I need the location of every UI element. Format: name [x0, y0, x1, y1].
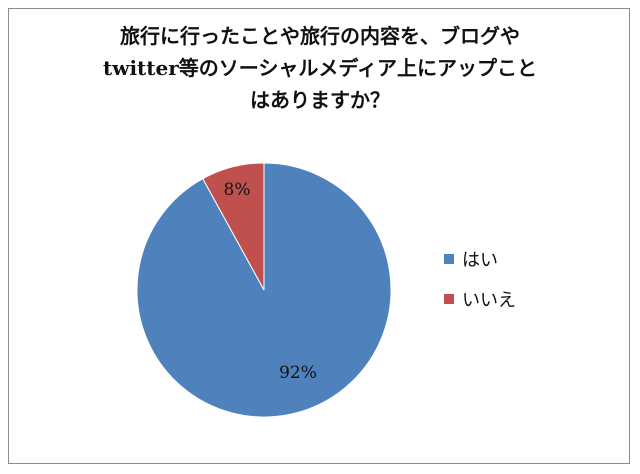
- legend-item-no: いいえ: [444, 284, 516, 314]
- legend-label-yes: はい: [462, 250, 498, 271]
- legend: はい いいえ: [444, 244, 516, 324]
- legend-item-yes: はい: [444, 244, 516, 274]
- data-label-no: 8%: [224, 180, 251, 200]
- chart-title-line-2: twitter等のソーシャルメディア上にアップこと: [103, 56, 537, 80]
- pie-slice-no: [202, 162, 265, 291]
- legend-swatch-yes: [444, 254, 454, 264]
- legend-swatch-no: [444, 294, 454, 304]
- chart-title: 旅行に行ったことや旅行の内容を、ブログや twitter等のソーシャルメディア上…: [40, 20, 600, 116]
- data-label-yes: 92%: [279, 363, 317, 383]
- legend-label-no: いいえ: [462, 290, 516, 311]
- chart-title-line-1: 旅行に行ったことや旅行の内容を、ブログや: [120, 24, 520, 48]
- chart-title-line-3: はありますか？: [250, 88, 390, 112]
